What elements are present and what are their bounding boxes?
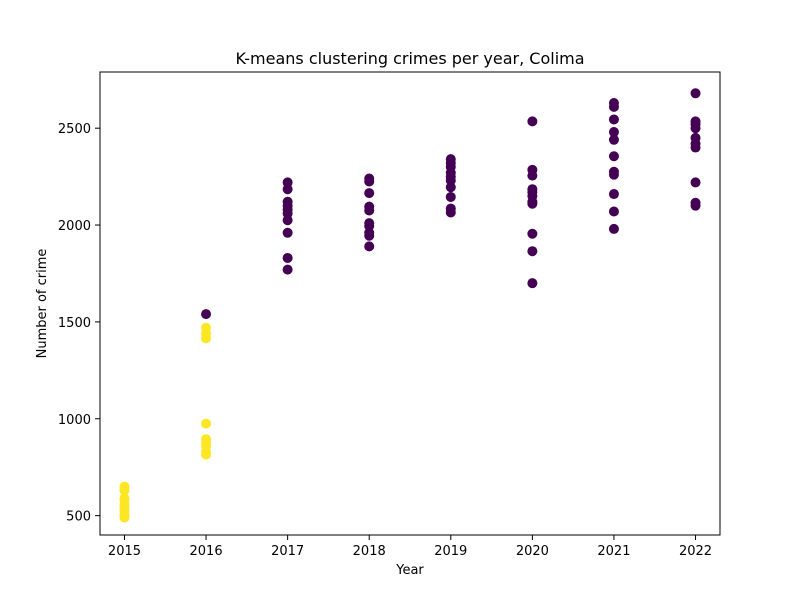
data-point	[282, 252, 293, 263]
x-axis-label: Year	[395, 563, 424, 578]
data-point	[201, 418, 212, 429]
y-tick-label: 2500	[58, 122, 91, 137]
y-tick-label: 2000	[58, 219, 91, 234]
data-point	[119, 485, 130, 496]
data-point	[364, 230, 375, 241]
data-point	[527, 228, 538, 239]
x-tick-label: 2020	[516, 544, 549, 559]
y-axis-label: Number of crime	[35, 249, 50, 359]
data-point	[282, 227, 293, 238]
x-axis: 2015 2016 2017 2018 2019 2020 2021 2022	[108, 535, 712, 559]
data-point	[608, 206, 619, 217]
data-point	[527, 246, 538, 257]
x-tick-label: 2021	[597, 544, 630, 559]
data-point	[690, 123, 701, 134]
data-point	[282, 264, 293, 275]
data-point	[527, 278, 538, 289]
data-point	[364, 241, 375, 252]
x-tick-label: 2018	[353, 544, 386, 559]
data-point	[282, 184, 293, 195]
y-tick-label: 500	[66, 510, 91, 525]
x-tick-label: 2019	[434, 544, 467, 559]
data-point	[527, 198, 538, 209]
x-tick-label: 2016	[190, 544, 223, 559]
data-point	[608, 134, 619, 145]
x-tick-label: 2017	[271, 544, 304, 559]
points-layer	[119, 88, 701, 523]
chart-title: K-means clustering crimes per year, Coli…	[235, 49, 584, 68]
data-point	[445, 207, 456, 218]
data-point	[608, 189, 619, 200]
data-point	[201, 333, 212, 344]
data-point	[690, 177, 701, 188]
x-tick-label: 2015	[108, 544, 141, 559]
y-tick-label: 1500	[58, 316, 91, 331]
y-tick-label: 1000	[58, 413, 91, 428]
data-point	[690, 142, 701, 153]
data-point	[445, 191, 456, 202]
data-point	[608, 151, 619, 162]
data-point	[608, 169, 619, 180]
data-point	[608, 223, 619, 234]
data-point	[527, 170, 538, 181]
data-point	[608, 114, 619, 125]
data-point	[690, 88, 701, 99]
data-point	[364, 176, 375, 187]
x-tick-label: 2022	[679, 544, 712, 559]
data-point	[527, 116, 538, 127]
data-point	[201, 449, 212, 460]
data-point	[201, 309, 212, 320]
y-axis: 500 1000 1500 2000 2500	[58, 122, 100, 525]
data-point	[608, 127, 619, 138]
data-point	[690, 200, 701, 211]
plot-frame	[99, 71, 721, 536]
data-point	[364, 188, 375, 199]
data-point	[364, 205, 375, 216]
data-point	[282, 215, 293, 226]
data-point	[608, 101, 619, 112]
data-point	[119, 512, 130, 523]
data-point	[445, 182, 456, 193]
